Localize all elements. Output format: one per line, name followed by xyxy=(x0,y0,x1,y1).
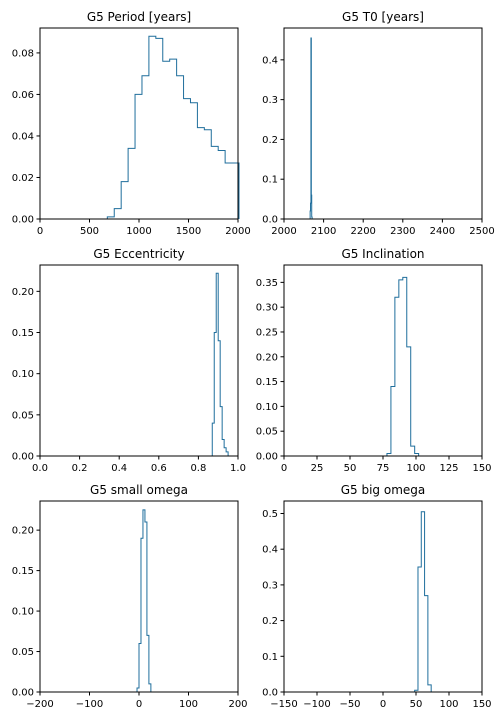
axes-frame xyxy=(283,264,483,457)
y-tick-label: 0.15 xyxy=(256,377,278,388)
y-tick-label: 0.05 xyxy=(12,647,34,658)
chart-title: G5 Period [years] xyxy=(87,10,191,24)
x-tick-label: −50 xyxy=(339,699,360,710)
chart-title: G5 big omega xyxy=(341,483,426,497)
y-tick-label: 0.20 xyxy=(256,352,278,363)
y-tick-label: 0.1 xyxy=(262,175,278,186)
histogram-step-line xyxy=(106,35,240,219)
x-tick-label: 2200 xyxy=(350,226,375,237)
y-tick-label: 0.0 xyxy=(262,688,278,699)
y-tick-label: 0.04 xyxy=(12,131,34,142)
x-tick-label: 2400 xyxy=(430,226,455,237)
x-tick-label: 25 xyxy=(311,463,324,474)
x-tick-label: 1500 xyxy=(176,226,201,237)
chart-title: G5 small omega xyxy=(90,483,188,497)
chart-panel: G5 Eccentricity 0.0 0.2 0.4 0.6 0.8 1.0 0.00 0.0… xyxy=(12,247,246,474)
x-tick-label: 0.6 xyxy=(151,463,167,474)
x-tick-label: −100 xyxy=(76,699,103,710)
x-tick-label: 150 xyxy=(472,699,491,710)
y-tick-label: 0.3 xyxy=(262,580,278,591)
y-tick-label: 0.00 xyxy=(12,688,34,699)
y-tick-label: 0.20 xyxy=(12,287,34,298)
y-tick-label: 0.35 xyxy=(256,278,278,289)
y-tick-label: 0.06 xyxy=(12,90,34,101)
x-tick-label: 2100 xyxy=(311,226,336,237)
x-tick-label: 100 xyxy=(179,699,198,710)
histogram-step-line xyxy=(386,276,420,456)
y-tick-label: 0.25 xyxy=(256,327,278,338)
chart-title: G5 T0 [years] xyxy=(342,10,424,24)
x-tick-label: −150 xyxy=(270,699,297,710)
y-tick-label: 0.4 xyxy=(262,545,278,556)
chart-panel: G5 Period [years] 0 500 1000 1500 2000 0.00 0.0… xyxy=(12,10,251,237)
y-tick-label: 0.30 xyxy=(256,303,278,314)
x-tick-label: 2300 xyxy=(390,226,415,237)
y-tick-label: 0.02 xyxy=(12,173,34,184)
histogram-step-line xyxy=(414,511,432,692)
y-tick-label: 0.20 xyxy=(12,526,34,537)
x-tick-label: 100 xyxy=(439,699,458,710)
x-tick-label: 1.0 xyxy=(230,463,246,474)
x-tick-label: 2000 xyxy=(271,226,296,237)
y-tick-label: 0.15 xyxy=(12,328,34,339)
chart-panel: G5 T0 [years] 2000 2100 2200 2300 2400 2500 0.0… xyxy=(262,10,495,237)
x-tick-label: 75 xyxy=(377,463,390,474)
x-tick-label: 100 xyxy=(406,463,425,474)
x-tick-label: 50 xyxy=(344,463,357,474)
x-tick-label: 500 xyxy=(80,226,99,237)
chart-panel: G5 small omega −200 −100 0 100 200 0.00 0.05 0.1… xyxy=(12,483,248,710)
y-tick-label: 0.00 xyxy=(12,215,34,226)
x-tick-label: 0.4 xyxy=(111,463,127,474)
x-tick-label: 125 xyxy=(439,463,458,474)
chart-panel: G5 Inclination 0 25 50 75 100 125 150 0.00 0.05 0.… xyxy=(256,247,492,474)
y-tick-label: 0.4 xyxy=(262,55,278,66)
chart-title: G5 Eccentricity xyxy=(93,247,184,261)
histogram-step-line xyxy=(211,272,229,456)
chart-title: G5 Inclination xyxy=(341,247,424,261)
x-tick-label: 0 xyxy=(136,699,142,710)
x-tick-label: 0.8 xyxy=(190,463,206,474)
y-tick-label: 0.5 xyxy=(262,509,278,520)
x-tick-label: 2500 xyxy=(469,226,494,237)
axes-frame xyxy=(283,500,483,693)
y-tick-label: 0.10 xyxy=(256,402,278,413)
x-tick-label: 0.0 xyxy=(32,463,48,474)
y-tick-label: 0.2 xyxy=(262,135,278,146)
x-tick-label: 200 xyxy=(228,699,247,710)
y-tick-label: 0.05 xyxy=(12,410,34,421)
x-tick-label: −200 xyxy=(26,699,53,710)
y-tick-label: 0.10 xyxy=(12,369,34,380)
x-tick-label: 0 xyxy=(380,699,386,710)
x-tick-label: 2000 xyxy=(225,226,250,237)
chart-panel: G5 big omega −150 −100 −50 0 50 100 150 0.0 0.1 0.… xyxy=(262,483,491,710)
y-tick-label: 0.0 xyxy=(262,215,278,226)
y-tick-label: 0.10 xyxy=(12,607,34,618)
y-tick-label: 0.1 xyxy=(262,652,278,663)
x-tick-label: 0 xyxy=(281,463,287,474)
x-tick-label: 0.2 xyxy=(72,463,88,474)
x-tick-label: −100 xyxy=(303,699,330,710)
x-tick-label: 50 xyxy=(410,699,423,710)
y-tick-label: 0.2 xyxy=(262,616,278,627)
histogram-step-line xyxy=(309,37,313,219)
axes-frame xyxy=(39,264,239,457)
y-tick-label: 0.08 xyxy=(12,48,34,59)
y-tick-label: 0.05 xyxy=(256,427,278,438)
y-tick-label: 0.00 xyxy=(256,452,278,463)
x-tick-label: 0 xyxy=(37,226,43,237)
y-tick-label: 0.15 xyxy=(12,566,34,577)
axes-frame xyxy=(39,27,239,220)
y-tick-label: 0.3 xyxy=(262,95,278,106)
axes-frame xyxy=(283,27,483,220)
x-tick-label: 150 xyxy=(472,463,491,474)
x-tick-label: 1000 xyxy=(126,226,151,237)
histogram-step-line xyxy=(136,509,152,692)
y-tick-label: 0.00 xyxy=(12,452,34,463)
